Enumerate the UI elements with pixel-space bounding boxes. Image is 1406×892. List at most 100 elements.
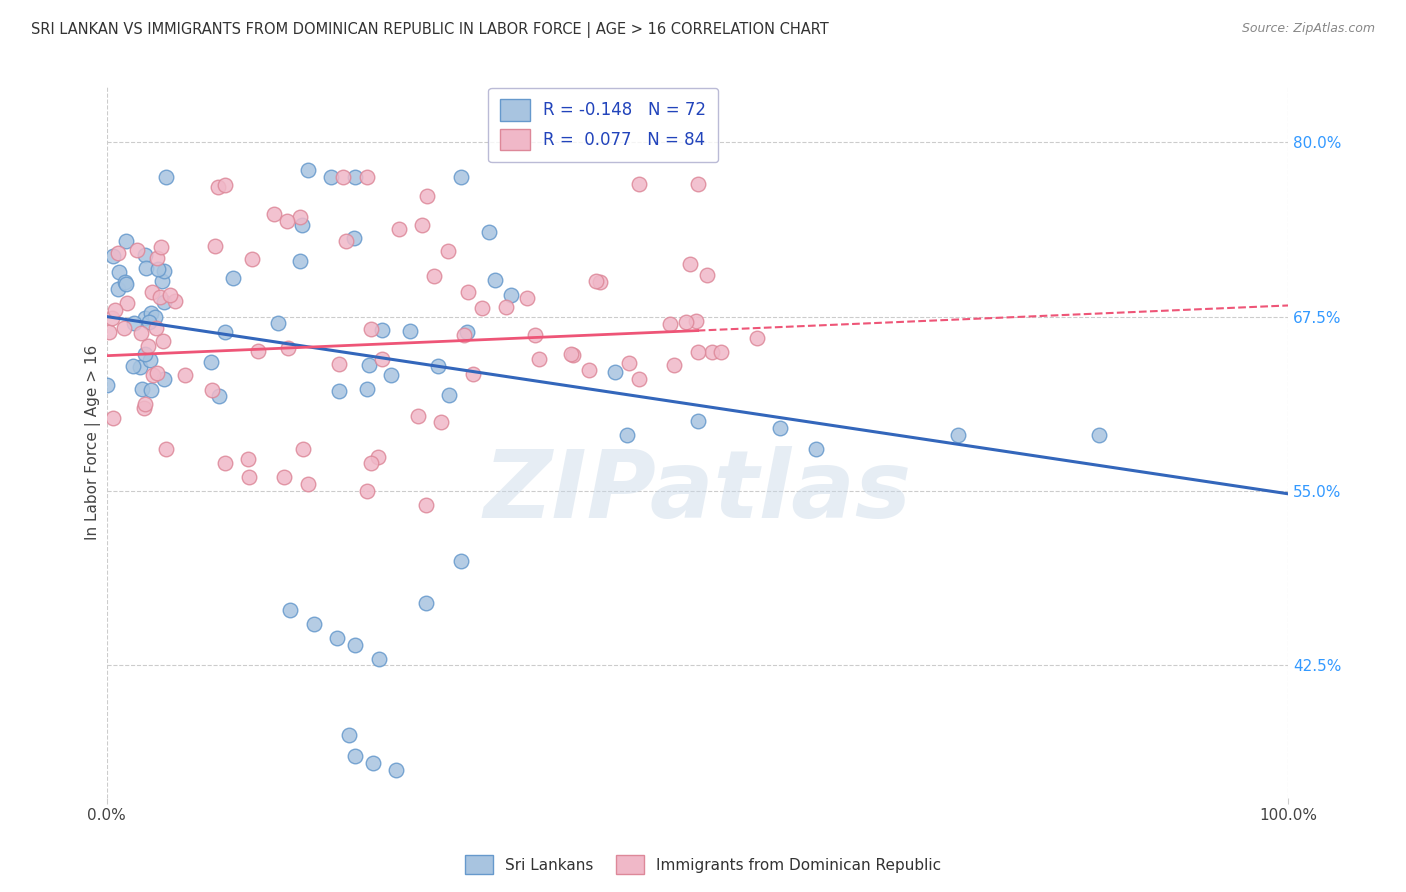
Point — [273, 470, 295, 484]
Point — [201, 383, 224, 397]
Point — [457, 285, 479, 299]
Point — [356, 484, 378, 499]
Point — [134, 247, 156, 261]
Point — [343, 170, 366, 185]
Point — [524, 327, 547, 342]
Point — [370, 351, 392, 366]
Point — [685, 314, 707, 328]
Point — [139, 305, 162, 319]
Point — [388, 222, 411, 236]
Point — [238, 451, 260, 466]
Point — [686, 344, 709, 359]
Point — [155, 442, 177, 457]
Point — [686, 177, 709, 191]
Point — [463, 367, 485, 381]
Point — [337, 728, 360, 742]
Point — [127, 244, 149, 258]
Point — [710, 344, 733, 359]
Point — [145, 321, 167, 335]
Point — [603, 366, 626, 380]
Point — [174, 368, 197, 383]
Point — [104, 302, 127, 317]
Point — [495, 300, 517, 314]
Point — [415, 189, 437, 203]
Point — [589, 275, 612, 289]
Point — [450, 170, 472, 185]
Point — [562, 348, 585, 362]
Point — [153, 371, 176, 385]
Point — [527, 352, 550, 367]
Legend: R = -0.148   N = 72, R =  0.077   N = 84: R = -0.148 N = 72, R = 0.077 N = 84 — [488, 87, 718, 162]
Point — [276, 214, 298, 228]
Point — [686, 414, 709, 428]
Point — [108, 265, 131, 279]
Point — [380, 368, 402, 382]
Point — [321, 170, 343, 185]
Point — [411, 218, 433, 232]
Point — [343, 231, 366, 245]
Point — [135, 260, 157, 275]
Point — [288, 254, 311, 268]
Point — [662, 359, 685, 373]
Point — [769, 421, 792, 435]
Point — [335, 235, 357, 249]
Point — [124, 316, 146, 330]
Point — [134, 396, 156, 410]
Text: ZIPatlas: ZIPatlas — [484, 446, 911, 538]
Point — [112, 320, 135, 334]
Point — [134, 310, 156, 325]
Point — [149, 240, 172, 254]
Point — [208, 389, 231, 403]
Point — [155, 170, 177, 185]
Point — [619, 356, 641, 370]
Point — [103, 410, 125, 425]
Point — [142, 368, 165, 383]
Point — [153, 263, 176, 277]
Point — [240, 252, 263, 266]
Point — [200, 355, 222, 369]
Point — [578, 363, 600, 377]
Point — [450, 554, 472, 568]
Point — [361, 756, 384, 771]
Point — [114, 275, 136, 289]
Point — [150, 274, 173, 288]
Point — [159, 287, 181, 301]
Point — [700, 344, 723, 359]
Point — [214, 325, 236, 339]
Point — [439, 388, 461, 402]
Point — [627, 177, 650, 191]
Point — [437, 244, 460, 259]
Point — [516, 291, 538, 305]
Point — [107, 283, 129, 297]
Point — [96, 378, 118, 392]
Point — [478, 225, 501, 239]
Point — [343, 638, 366, 652]
Point — [297, 163, 319, 178]
Point — [146, 367, 169, 381]
Point — [146, 251, 169, 265]
Point — [302, 616, 325, 631]
Point — [804, 442, 827, 457]
Point — [131, 382, 153, 396]
Point — [946, 428, 969, 442]
Point — [139, 383, 162, 397]
Point — [121, 359, 143, 373]
Point — [101, 311, 124, 326]
Point — [367, 450, 389, 464]
Point — [134, 346, 156, 360]
Point — [214, 178, 236, 193]
Point — [415, 596, 437, 610]
Point — [430, 415, 453, 429]
Point — [115, 296, 138, 310]
Point — [679, 257, 702, 271]
Point — [163, 294, 186, 309]
Point — [359, 359, 381, 373]
Point — [453, 328, 475, 343]
Point — [132, 401, 155, 416]
Y-axis label: In Labor Force | Age > 16: In Labor Force | Age > 16 — [86, 344, 101, 540]
Point — [408, 409, 430, 424]
Point — [204, 238, 226, 252]
Legend: Sri Lankans, Immigrants from Dominican Republic: Sri Lankans, Immigrants from Dominican R… — [458, 849, 948, 880]
Point — [423, 268, 446, 283]
Point — [98, 326, 121, 340]
